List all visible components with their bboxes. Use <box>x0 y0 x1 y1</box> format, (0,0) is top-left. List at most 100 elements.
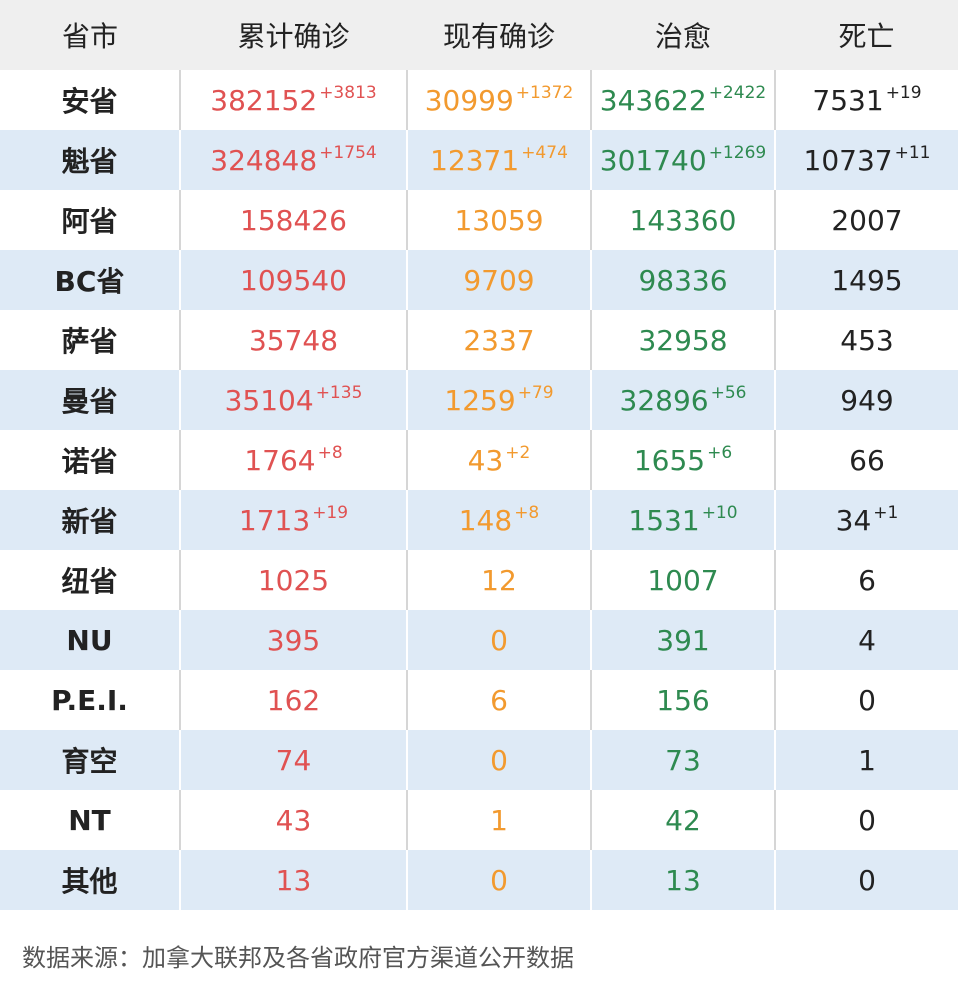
confirmed-cell: 1025 <box>179 550 407 610</box>
cured-value: 32958 <box>638 323 728 357</box>
cured-value: 98336 <box>638 263 728 297</box>
cured-value: 1531 <box>628 504 700 537</box>
table-header: 省市 累计确诊 现有确诊 治愈 死亡 <box>0 0 958 70</box>
table-row: 纽省 1025 12 1007 6 <box>0 550 958 610</box>
table-row: 安省 382152 +3813 30999 +1372 343622 +2422 7531 +1… <box>0 70 958 130</box>
deaths-value: 0 <box>858 863 876 897</box>
table-row: 曼省 35104 +135 1259 +79 32896 +56 949 <box>0 370 958 430</box>
active-cell: 1 <box>406 790 591 850</box>
province-name: 魁省 <box>61 145 118 178</box>
confirmed-value: 35748 <box>248 323 339 357</box>
deaths-value: 6 <box>858 563 876 597</box>
table-row: 其他 13 0 13 0 <box>0 850 958 910</box>
active-increment: +1372 <box>515 83 574 103</box>
cured-cell: 32958 <box>590 310 775 370</box>
header-deaths: 死亡 <box>838 20 895 53</box>
active-value: 0 <box>490 863 508 897</box>
confirmed-cell: 162 <box>179 670 407 730</box>
cured-value: 156 <box>656 683 710 717</box>
deaths-cell: 7531 +19 <box>774 70 958 130</box>
confirmed-value: 35104 <box>224 384 314 417</box>
active-increment: +8 <box>514 503 540 523</box>
deaths-value: 1495 <box>831 263 903 297</box>
deaths-value: 34 <box>835 504 872 537</box>
cured-cell: 156 <box>590 670 775 730</box>
deaths-value: 7531 <box>812 84 884 117</box>
cured-cell: 343622 +2422 <box>590 70 775 130</box>
active-cell: 9709 <box>406 250 591 310</box>
deaths-cell: 2007 <box>774 190 958 250</box>
active-value: 12371 <box>430 144 520 177</box>
table-row: 萨省 35748 2337 32958 453 <box>0 310 958 370</box>
confirmed-value: 162 <box>266 683 321 717</box>
deaths-increment: +19 <box>885 83 922 103</box>
province-name: P.E.I. <box>51 683 128 717</box>
cured-cell: 1655 +6 <box>590 430 775 490</box>
table-row: 阿省 158426 13059 143360 2007 <box>0 190 958 250</box>
cured-value: 343622 <box>599 84 707 117</box>
cured-cell: 301740 +1269 <box>590 130 775 190</box>
province-name: 萨省 <box>61 325 118 358</box>
table-row: BC省 109540 9709 98336 1495 <box>0 250 958 310</box>
confirmed-increment: +3813 <box>319 83 377 103</box>
cured-increment: +10 <box>701 503 738 523</box>
active-cell: 13059 <box>406 190 591 250</box>
deaths-value: 0 <box>858 683 876 717</box>
active-cell: 0 <box>406 850 591 910</box>
deaths-value: 1 <box>858 743 876 777</box>
deaths-increment: +11 <box>894 143 931 163</box>
table-row: NU 395 0 391 4 <box>0 610 958 670</box>
table-row: 诺省 1764 +8 43 +2 1655 +6 66 <box>0 430 958 490</box>
active-cell: 12371 +474 <box>406 130 591 190</box>
province-name: 纽省 <box>61 565 118 598</box>
cured-increment: +56 <box>710 383 747 403</box>
deaths-cell: 0 <box>774 790 958 850</box>
active-cell: 6 <box>406 670 591 730</box>
header-province: 省市 <box>61 20 118 53</box>
header-active: 现有确诊 <box>442 20 555 53</box>
confirmed-cell: 395 <box>179 610 407 670</box>
cured-value: 13 <box>665 863 701 897</box>
cured-value: 1655 <box>633 444 706 477</box>
deaths-value: 453 <box>840 323 894 357</box>
province-name: 其他 <box>61 865 118 898</box>
active-value: 30999 <box>424 84 514 117</box>
active-value: 43 <box>467 444 504 477</box>
confirmed-value: 324848 <box>210 144 318 177</box>
active-cell: 148 +8 <box>406 490 591 550</box>
confirmed-cell: 324848 +1754 <box>179 130 407 190</box>
active-value: 12 <box>481 563 517 597</box>
confirmed-value: 109540 <box>240 263 347 297</box>
cured-cell: 143360 <box>590 190 775 250</box>
province-name: BC省 <box>54 265 125 298</box>
cured-value: 73 <box>665 743 701 777</box>
table-body: 安省 382152 +3813 30999 +1372 343622 +2422 7531 +1… <box>0 70 958 910</box>
cured-cell: 391 <box>590 610 775 670</box>
confirmed-cell: 158426 <box>179 190 407 250</box>
deaths-cell: 0 <box>774 850 958 910</box>
active-value: 13059 <box>454 203 544 237</box>
active-value: 6 <box>490 683 508 717</box>
active-cell: 12 <box>406 550 591 610</box>
deaths-cell: 1495 <box>774 250 958 310</box>
province-name: NT <box>68 803 111 837</box>
deaths-value: 66 <box>849 443 885 477</box>
cured-cell: 42 <box>590 790 775 850</box>
confirmed-value: 43 <box>275 803 312 837</box>
cured-cell: 1007 <box>590 550 775 610</box>
cured-increment: +2422 <box>708 83 767 103</box>
active-value: 1 <box>490 803 508 837</box>
deaths-increment: +1 <box>873 503 899 523</box>
cured-value: 391 <box>656 623 710 657</box>
confirmed-value: 13 <box>275 863 312 897</box>
province-name: 阿省 <box>61 205 118 238</box>
confirmed-value: 74 <box>275 743 312 777</box>
active-value: 1259 <box>444 384 516 417</box>
deaths-cell: 34 +1 <box>774 490 958 550</box>
active-cell: 0 <box>406 730 591 790</box>
confirmed-cell: 35104 +135 <box>179 370 407 430</box>
cured-cell: 1531 +10 <box>590 490 775 550</box>
province-name: 曼省 <box>61 385 118 418</box>
confirmed-value: 395 <box>266 623 321 657</box>
